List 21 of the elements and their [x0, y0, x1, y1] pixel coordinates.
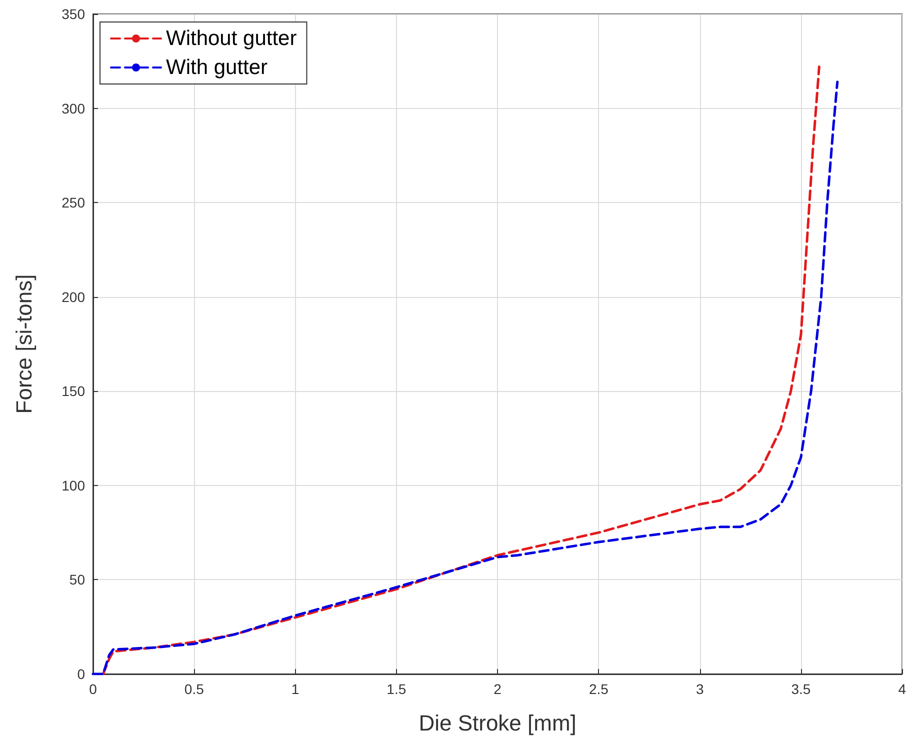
y-tick-label: 100: [62, 477, 86, 494]
x-tick-label: 0.5: [184, 681, 204, 697]
y-tick-label: 250: [62, 194, 86, 211]
y-tick-label: 200: [62, 288, 86, 305]
x-tick-label: 3: [696, 681, 704, 697]
x-tick-label: 0: [89, 681, 98, 697]
x-tick-label: 1.5: [386, 681, 406, 697]
y-axis-title: Force [si-tons]: [12, 274, 36, 414]
x-axis-title: Die Stroke [mm]: [418, 710, 576, 736]
x-tick-label: 1: [291, 681, 300, 697]
x-tick-label: 4: [898, 681, 906, 697]
y-tick-label: 350: [62, 6, 86, 22]
y-tick-label: 0: [77, 666, 86, 682]
legend-label: Without gutter: [166, 27, 297, 50]
y-tick-label: 150: [62, 383, 86, 400]
y-tick-label: 300: [62, 100, 86, 116]
x-tick-label: 3.5: [791, 681, 811, 697]
x-tick-label: 2: [494, 681, 502, 697]
x-tick-label: 2.5: [588, 681, 609, 697]
legend-label: With gutter: [166, 56, 268, 79]
y-tick-label: 50: [69, 572, 86, 588]
